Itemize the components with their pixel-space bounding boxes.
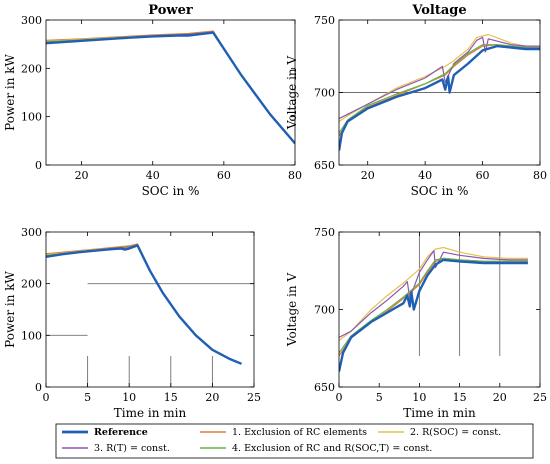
y-axis-label: Power in kW [3, 270, 17, 347]
y-tick-label: 100 [21, 329, 42, 342]
panel-4: 0 5 10 15 20 25 650 700 750 Time in min Voltage in… [285, 226, 547, 420]
y-tick-label: 700 [314, 87, 335, 100]
series-line-1 [46, 30, 295, 144]
x-tick-label: 10 [412, 391, 426, 404]
x-tick-label: 15 [164, 391, 178, 404]
legend-label: Reference [94, 427, 148, 438]
x-tick-label: 5 [376, 391, 383, 404]
legend-item: 3. R(T) = const. [62, 443, 170, 454]
series-line-0 [339, 44, 540, 151]
legend-label: 2. R(SOC) = const. [410, 427, 501, 438]
axes-frame [45, 19, 296, 166]
series-group [339, 33, 540, 151]
chart-title: Power [148, 3, 193, 18]
axes-frame [338, 231, 541, 388]
y-axis-label: Power in kW [3, 53, 17, 130]
series-line-1 [339, 44, 540, 137]
chart-title: Voltage [411, 3, 466, 18]
x-tick-label: 0 [336, 391, 343, 404]
series-line-4 [46, 244, 242, 365]
x-tick-label: 80 [533, 169, 547, 182]
y-axis-label: Voltage in V [285, 273, 299, 348]
y-tick-label: 200 [21, 278, 42, 291]
x-tick-label: 15 [453, 391, 467, 404]
y-tick-label: 100 [21, 111, 42, 124]
series-line-4 [339, 257, 528, 354]
x-tick-label: 60 [476, 169, 490, 182]
y-tick-label: 300 [21, 14, 42, 27]
legend-box [55, 423, 534, 459]
y-tick-label: 650 [314, 159, 335, 172]
series-line-4 [339, 44, 540, 134]
y-tick-label: 0 [35, 159, 42, 172]
legend-item: 4. Exclusion of RC and R(SOC,T) = const. [200, 443, 432, 454]
series-line-0 [339, 258, 528, 372]
y-axis-label: Voltage in V [285, 56, 299, 131]
panel-1: 20 40 60 80 0 100 200 300 Power SOC in % Power in … [3, 3, 302, 198]
x-tick-label: 20 [75, 169, 89, 182]
series-group [46, 243, 242, 365]
y-tick-label: 750 [314, 14, 335, 27]
x-tick-label: 25 [533, 391, 547, 404]
x-tick-label: 0 [43, 391, 50, 404]
legend-item: Reference [62, 427, 148, 438]
series-line-2 [46, 244, 242, 365]
x-tick-label: 40 [146, 169, 160, 182]
x-tick-label: 20 [493, 391, 507, 404]
legend-label: 4. Exclusion of RC and R(SOC,T) = const. [232, 443, 432, 454]
x-tick-label: 25 [247, 391, 261, 404]
legend-label: 1. Exclusion of RC elements [232, 427, 367, 438]
y-tick-label: 750 [314, 226, 335, 239]
y-tick-label: 0 [35, 381, 42, 394]
series-line-2 [46, 31, 295, 144]
series-line-4 [46, 31, 295, 144]
legend-item: 1. Exclusion of RC elements [200, 427, 367, 438]
series-group [46, 30, 295, 145]
series-line-0 [46, 244, 242, 365]
legend-label: 3. R(T) = const. [94, 443, 170, 454]
series-line-3 [339, 250, 528, 338]
x-tick-label: 20 [205, 391, 219, 404]
series-line-1 [46, 243, 242, 365]
x-axis-label: Time in min [403, 406, 476, 420]
x-axis-label: SOC in % [411, 184, 469, 198]
x-axis-label: SOC in % [142, 184, 200, 198]
x-tick-label: 80 [288, 169, 302, 182]
panel-3: 0 5 10 15 20 25 0 100 200 300 Time in min Power in … [3, 226, 261, 420]
x-tick-label: 60 [217, 169, 231, 182]
x-tick-label: 5 [84, 391, 91, 404]
axes-frame [45, 231, 255, 388]
legend: Reference 1. Exclusion of RC elements 2. R… [55, 423, 534, 459]
series-line-3 [339, 36, 540, 120]
y-tick-label: 650 [314, 381, 335, 394]
series-line-3 [46, 244, 242, 365]
series-group [339, 246, 528, 372]
y-tick-label: 200 [21, 62, 42, 75]
legend-item: 2. R(SOC) = const. [378, 427, 501, 438]
panel-2: 20 40 60 80 650 700 750 Voltage SOC in % Voltage … [285, 3, 547, 198]
series-line-2 [339, 246, 528, 341]
series-line-3 [46, 31, 295, 144]
x-tick-label: 20 [361, 169, 375, 182]
y-tick-label: 700 [314, 304, 335, 317]
x-axis-label: Time in min [114, 406, 187, 420]
x-tick-label: 40 [418, 169, 432, 182]
y-tick-label: 300 [21, 226, 42, 239]
series-line-0 [46, 31, 295, 145]
x-tick-label: 10 [122, 391, 136, 404]
